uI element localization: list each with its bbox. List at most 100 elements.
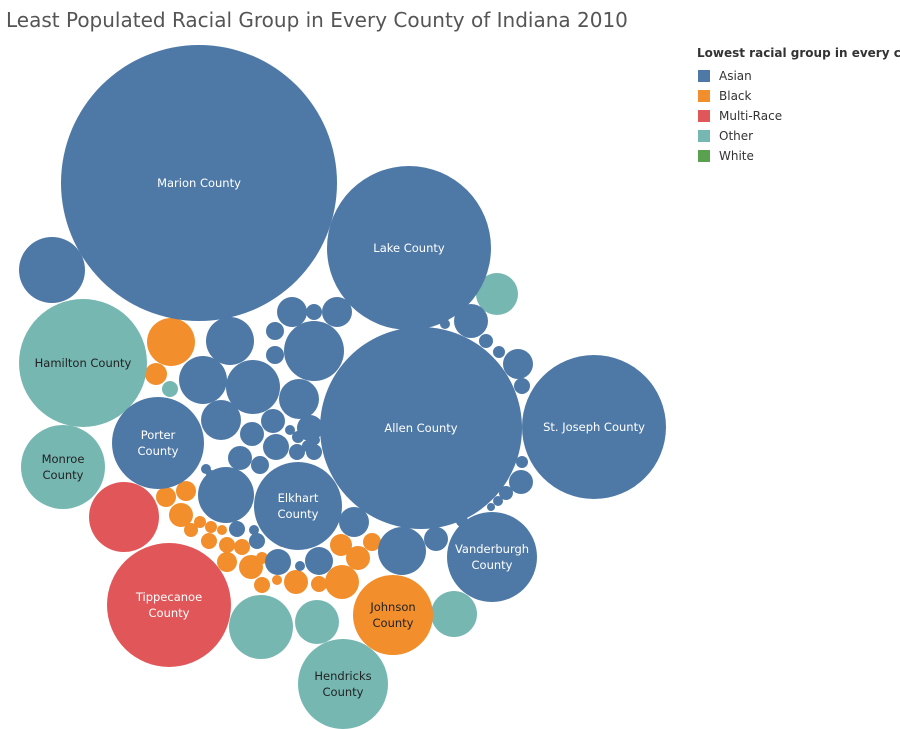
- legend-item-other[interactable]: Other: [697, 126, 900, 146]
- county-bubble[interactable]: [292, 431, 304, 443]
- legend: Lowest racial group in every county Asia…: [697, 46, 900, 166]
- bubble-label-vanderburgh-county: Vanderburgh County: [455, 542, 529, 572]
- legend-item-asian[interactable]: Asian: [697, 66, 900, 86]
- county-bubble[interactable]: [217, 552, 237, 572]
- county-bubble[interactable]: [156, 487, 176, 507]
- county-bubble[interactable]: [179, 356, 227, 404]
- county-bubble[interactable]: [285, 425, 295, 435]
- county-bubble[interactable]: [346, 546, 370, 570]
- county-bubble[interactable]: [487, 503, 495, 511]
- county-bubble[interactable]: [205, 521, 217, 533]
- county-bubble[interactable]: [162, 381, 178, 397]
- county-bubble[interactable]: [145, 363, 167, 385]
- bubble-tippecanoe-county[interactable]: [107, 543, 231, 667]
- county-bubble[interactable]: [493, 496, 503, 506]
- county-bubble[interactable]: [201, 533, 217, 549]
- county-bubble[interactable]: [509, 470, 533, 494]
- bubble-vanderburgh-county[interactable]: [447, 512, 537, 602]
- county-bubble[interactable]: [206, 317, 254, 365]
- county-bubble[interactable]: [295, 600, 339, 644]
- county-bubble[interactable]: [265, 549, 291, 575]
- county-bubble[interactable]: [479, 334, 493, 348]
- county-bubble[interactable]: [261, 409, 285, 433]
- county-bubble[interactable]: [289, 444, 305, 460]
- county-bubble[interactable]: [219, 537, 235, 553]
- bubble-hamilton-county[interactable]: [19, 299, 147, 427]
- county-bubble[interactable]: [176, 481, 196, 501]
- county-bubble[interactable]: [284, 321, 344, 381]
- county-bubble[interactable]: [169, 503, 193, 527]
- legend-item-black[interactable]: Black: [697, 86, 900, 106]
- county-bubble[interactable]: [217, 525, 227, 535]
- county-bubble[interactable]: [198, 467, 254, 523]
- county-bubble[interactable]: [516, 456, 528, 468]
- bubble-porter-county[interactable]: [112, 397, 204, 489]
- county-bubble[interactable]: [305, 547, 333, 575]
- county-bubble[interactable]: [89, 482, 159, 552]
- bubble-label-porter-county: Porter County: [138, 428, 179, 458]
- county-bubble[interactable]: [147, 318, 195, 366]
- county-bubble[interactable]: [322, 297, 352, 327]
- county-bubble[interactable]: [263, 434, 289, 460]
- bubble-allen-county[interactable]: [320, 327, 522, 529]
- county-bubble[interactable]: [306, 304, 322, 320]
- county-bubble[interactable]: [249, 533, 265, 549]
- county-bubble[interactable]: [378, 527, 426, 575]
- county-bubble[interactable]: [363, 533, 381, 551]
- county-bubble[interactable]: [277, 297, 307, 327]
- bubble-marion-county[interactable]: [61, 45, 337, 321]
- bubble-elkhart-county[interactable]: [254, 462, 342, 550]
- bubble-label-monroe-county: Monroe County: [42, 452, 85, 482]
- county-bubble[interactable]: [251, 456, 269, 474]
- county-bubble[interactable]: [226, 471, 238, 483]
- county-bubble[interactable]: [325, 565, 359, 599]
- county-bubble[interactable]: [266, 322, 284, 340]
- county-bubble[interactable]: [194, 516, 206, 528]
- county-bubble[interactable]: [229, 595, 293, 659]
- county-bubble[interactable]: [266, 346, 284, 364]
- legend-item-white[interactable]: White: [697, 146, 900, 166]
- bubble-label-tippecanoe-county: Tippecanoe County: [135, 590, 202, 620]
- legend-label-multi-race: Multi-Race: [719, 109, 783, 123]
- county-bubble[interactable]: [256, 552, 268, 564]
- county-bubble[interactable]: [499, 486, 513, 500]
- county-bubble[interactable]: [297, 415, 323, 441]
- county-bubble[interactable]: [234, 539, 250, 555]
- county-bubble[interactable]: [279, 379, 319, 419]
- county-bubble[interactable]: [240, 422, 264, 446]
- legend-swatch-black: [698, 90, 710, 102]
- county-bubble[interactable]: [254, 577, 270, 593]
- county-bubble[interactable]: [295, 561, 305, 571]
- county-bubble[interactable]: [493, 346, 505, 358]
- county-bubble[interactable]: [184, 523, 198, 537]
- bubble-johnson-county[interactable]: [353, 575, 433, 655]
- legend-swatch-white: [698, 150, 710, 162]
- bubble-st-joseph-county[interactable]: [522, 355, 666, 499]
- bubble-monroe-county[interactable]: [21, 425, 105, 509]
- county-bubble[interactable]: [306, 444, 322, 460]
- county-bubble[interactable]: [311, 576, 327, 592]
- county-bubble[interactable]: [226, 360, 280, 414]
- county-bubble[interactable]: [19, 237, 85, 303]
- county-bubble[interactable]: [476, 273, 518, 315]
- county-bubble[interactable]: [206, 470, 216, 480]
- county-bubble[interactable]: [431, 591, 477, 637]
- bubble-lake-county[interactable]: [327, 166, 491, 330]
- legend-label-black: Black: [719, 89, 752, 103]
- county-bubble[interactable]: [249, 525, 259, 535]
- county-bubble[interactable]: [201, 400, 241, 440]
- bubble-hendricks-county[interactable]: [298, 639, 388, 729]
- county-bubble[interactable]: [272, 575, 282, 585]
- county-bubble[interactable]: [424, 527, 448, 551]
- county-bubble[interactable]: [514, 378, 530, 394]
- county-bubble[interactable]: [229, 521, 245, 537]
- county-bubble[interactable]: [339, 507, 369, 537]
- bubble-label-elkhart-county: Elkhart County: [278, 491, 319, 521]
- county-bubble[interactable]: [503, 349, 533, 379]
- legend-item-multi-race[interactable]: Multi-Race: [697, 106, 900, 126]
- county-bubble[interactable]: [228, 446, 252, 470]
- county-bubble[interactable]: [284, 570, 308, 594]
- county-bubble[interactable]: [454, 304, 488, 338]
- county-bubble[interactable]: [330, 534, 352, 556]
